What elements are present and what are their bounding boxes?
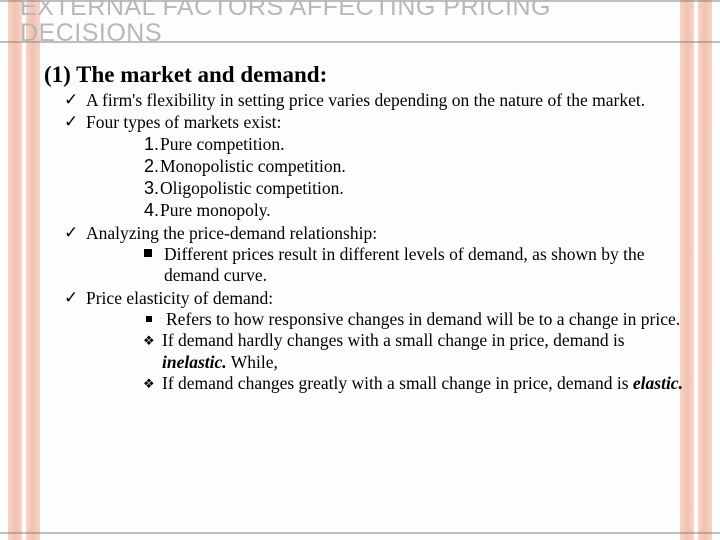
diamond-icon: ❖ — [143, 333, 155, 349]
square-icon — [146, 316, 152, 322]
bullet-text: Refers to how responsive changes in dema… — [166, 309, 680, 329]
list-text: Pure competition. — [160, 134, 284, 154]
bullet-text: Analyzing the price-demand relationship: — [86, 223, 377, 243]
decor-bar-left-2 — [26, 0, 40, 540]
bullet-text-emphasis: inelastic. — [162, 352, 227, 372]
list-number: 3. — [144, 178, 159, 200]
list-number: 4. — [144, 200, 159, 222]
bullet-check-1: ✓ A firm's flexibility in setting price … — [44, 90, 690, 111]
bullet-text: Four types of markets exist: — [86, 112, 281, 132]
diamond-icon: ❖ — [143, 376, 155, 392]
slide-title: EXTERNAL FACTORS AFFECTING PRICING DECIS… — [20, 0, 700, 47]
numbered-list: 1.Pure competition. 2.Monopolistic compe… — [44, 134, 690, 222]
list-item: 3.Oligopolistic competition. — [144, 178, 690, 200]
list-item: 4.Pure monopoly. — [144, 200, 690, 222]
slide-title-line2: DECISIONS — [20, 19, 162, 47]
decor-bar-right-2 — [698, 0, 712, 540]
slide-title-line1: EXTERNAL FACTORS AFFECTING PRICING — [20, 0, 551, 21]
list-number: 1. — [144, 134, 159, 156]
bullet-text-emphasis: elastic. — [633, 373, 683, 393]
square-icon — [144, 249, 152, 257]
bullet-check-2: ✓ Four types of markets exist: — [44, 112, 690, 133]
bullet-text: Different prices result in different lev… — [164, 244, 644, 285]
check-icon: ✓ — [64, 90, 78, 111]
list-item: 1.Pure competition. — [144, 134, 690, 156]
list-item: 2.Monopolistic competition. — [144, 156, 690, 178]
bullet-text: Price elasticity of demand: — [86, 288, 273, 308]
decor-bar-left-1 — [8, 0, 22, 540]
bullet-diamond-1: ❖ If demand hardly changes with a small … — [44, 330, 690, 373]
section-heading: (1) The market and demand: — [44, 62, 690, 88]
check-icon: ✓ — [64, 112, 78, 133]
list-text: Oligopolistic competition. — [160, 178, 344, 198]
bullet-text-part-a: If demand changes greatly with a small c… — [162, 373, 633, 393]
bullet-text-part-a: If demand hardly changes with a small ch… — [162, 330, 625, 350]
decor-rule-bottom — [0, 532, 720, 534]
bullet-diamond-2: ❖ If demand changes greatly with a small… — [44, 373, 690, 394]
list-text: Monopolistic competition. — [160, 156, 346, 176]
bullet-text-part-c: While, — [227, 352, 278, 372]
bullet-check-3: ✓ Analyzing the price-demand relationshi… — [44, 223, 690, 244]
bullet-text: A firm's flexibility in setting price va… — [86, 90, 645, 110]
list-number: 2. — [144, 156, 159, 178]
list-text: Pure monopoly. — [160, 200, 271, 220]
check-icon: ✓ — [64, 288, 78, 309]
slide-body: (1) The market and demand: ✓ A firm's fl… — [44, 62, 690, 394]
check-icon: ✓ — [64, 223, 78, 244]
bullet-check-4: ✓ Price elasticity of demand: — [44, 288, 690, 309]
bullet-square-1: Different prices result in different lev… — [44, 244, 690, 287]
bullet-square-2: Refers to how responsive changes in dema… — [44, 309, 690, 330]
